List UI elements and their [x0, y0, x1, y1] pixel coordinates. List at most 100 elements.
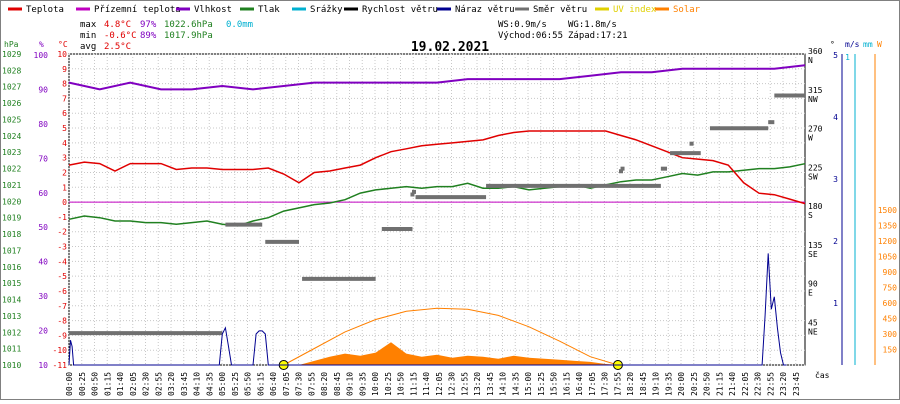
- stat-avg-label: avg: [80, 42, 96, 52]
- tick-time: 15:50: [550, 372, 559, 396]
- tick-c: 6: [62, 109, 67, 118]
- stat-min-temp: -0.6°C: [104, 31, 137, 41]
- tick-time: 12:30: [448, 372, 457, 396]
- axis-unit-pct: %: [39, 40, 44, 49]
- tick-c: -4: [57, 257, 67, 266]
- tick-hpa: 1027: [2, 83, 21, 92]
- wind-direction-point: [689, 141, 694, 146]
- tick-dir-name: NW: [808, 95, 818, 104]
- axis-unit-mm: mm: [863, 40, 873, 49]
- tick-w: 300: [883, 330, 898, 339]
- tick-pct: 40: [38, 258, 48, 267]
- tick-time: 20:25: [690, 372, 699, 396]
- wind-gust-line: [68, 253, 787, 366]
- tick-dir-deg: 315: [808, 86, 823, 95]
- tick-hpa: 1026: [2, 99, 21, 108]
- tick-c: 8: [62, 80, 67, 89]
- tick-time: 17:05: [588, 372, 597, 396]
- tick-time: 01:40: [116, 372, 125, 396]
- tick-w: 150: [883, 346, 898, 355]
- tick-time: 10:00: [371, 372, 380, 396]
- tick-c: 10: [57, 50, 67, 59]
- tick-time: 03:45: [180, 372, 189, 396]
- legend-label-vlhkost: Vlhkost: [194, 5, 232, 15]
- wind-direction-point: [410, 192, 415, 197]
- tick-time: 16:15: [562, 372, 571, 396]
- tick-time: 02:30: [142, 372, 151, 396]
- axis-unit-time: čas: [815, 370, 830, 380]
- tick-time: 06:40: [269, 372, 278, 396]
- tick-ms: 2: [833, 237, 838, 246]
- chart-title: 19.02.2021: [411, 40, 489, 55]
- tick-c: 0: [62, 198, 67, 207]
- series-layer: [68, 64, 806, 370]
- tick-hpa: 1024: [2, 132, 21, 141]
- wind-direction-point: [412, 189, 416, 194]
- tick-c: -9: [57, 331, 67, 340]
- tick-pct: 70: [38, 154, 48, 163]
- tick-hpa: 1012: [2, 328, 21, 337]
- tick-dir-name: E: [808, 289, 813, 298]
- tick-time: 06:15: [256, 372, 265, 396]
- tick-c: 2: [62, 168, 67, 177]
- legend-label-naraz: Náraz větru: [455, 5, 515, 15]
- tick-time: 23:45: [792, 372, 801, 396]
- tick-w: 1050: [878, 253, 897, 262]
- tick-time: 22:55: [766, 372, 775, 396]
- tick-time: 02:55: [154, 372, 163, 396]
- tick-ms: 1: [833, 299, 838, 308]
- stat-max-label: max: [80, 20, 97, 30]
- tick-pct: 60: [38, 189, 48, 198]
- stat-avg-temp: 2.5°C: [104, 42, 131, 52]
- tick-time: 04:35: [205, 372, 214, 396]
- tick-c: -2: [57, 228, 67, 237]
- tick-time: 03:20: [167, 372, 176, 396]
- solar-theory-line: [283, 307, 619, 366]
- legend-label-uv: UV index: [613, 5, 657, 15]
- stat-max-hum: 97%: [140, 20, 157, 30]
- tick-time: 05:50: [244, 372, 253, 396]
- tick-time: 12:55: [460, 372, 469, 396]
- tick-time: 19:35: [664, 372, 673, 396]
- tick-dir-name: NE: [808, 327, 818, 336]
- stat-ws: WS:0.9m/s: [498, 20, 547, 30]
- tick-c: 1: [62, 183, 67, 192]
- tick-time: 00:25: [78, 372, 87, 396]
- wind-direction-point: [619, 169, 623, 174]
- tick-dir-deg: 135: [808, 241, 823, 250]
- stat-sunrise: Východ:06:55: [498, 31, 563, 41]
- tick-time: 22:05: [741, 372, 750, 396]
- tick-hpa: 1023: [2, 148, 21, 157]
- legend-label-teplota: Teplota: [26, 5, 64, 15]
- tick-time: 12:05: [435, 372, 444, 396]
- tick-ms: 5: [833, 51, 838, 60]
- axis-unit-w: W: [877, 40, 882, 49]
- tick-time: 07:05: [282, 372, 291, 396]
- tick-mm: 1: [845, 53, 850, 62]
- tick-hpa: 1022: [2, 165, 21, 174]
- tick-w: 900: [883, 268, 898, 277]
- tick-pct: 80: [38, 120, 48, 129]
- tick-time: 14:35: [511, 372, 520, 396]
- tick-time: 11:40: [422, 372, 431, 396]
- tick-dir-name: N: [808, 56, 813, 65]
- legend-label-srazky: Srážky: [310, 5, 343, 15]
- tick-hpa: 1017: [2, 246, 21, 255]
- tick-time: 21:15: [715, 372, 724, 396]
- tick-c: 7: [62, 94, 67, 103]
- tick-time: 10:50: [397, 372, 406, 396]
- tick-hpa: 1021: [2, 181, 21, 190]
- tick-time: 05:00: [218, 372, 227, 396]
- tick-hpa: 1018: [2, 230, 21, 239]
- grid: [68, 53, 806, 366]
- tick-c: -11: [53, 361, 68, 370]
- solar-area: [299, 342, 621, 365]
- tick-c: 9: [62, 65, 67, 74]
- tick-dir-deg: 180: [808, 202, 823, 211]
- tick-w: 450: [883, 315, 898, 324]
- tick-time: 00:00: [65, 372, 74, 396]
- tick-c: -10: [53, 346, 68, 355]
